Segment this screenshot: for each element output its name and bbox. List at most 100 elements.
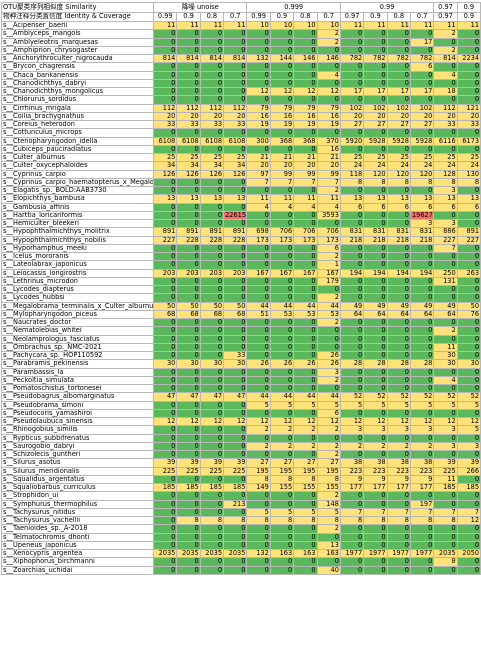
count-cell: 0 [409,326,435,336]
count-cell: 0 [199,210,225,221]
count-cell: 706 [269,227,295,237]
count-cell: 0 [433,293,458,303]
count-cell: 0 [246,29,271,39]
count-cell: 0 [199,317,225,328]
count-cell: 16 [316,144,341,155]
count-cell: 112 [433,103,458,113]
count-cell: 1977 [386,548,411,559]
count-cell: 173 [293,235,318,245]
count-cell: 0 [269,449,295,460]
count-cell: 0 [316,78,341,89]
species-name: s__Pseudobrama_simoni [1,400,154,410]
count-cell: 0 [223,565,248,575]
count-cell: 33 [199,119,225,130]
count-cell: 52 [363,392,388,402]
count-cell: 0 [386,524,411,534]
count-cell: 0 [409,284,435,295]
count-cell: 0 [152,367,178,377]
count-cell: 44 [316,301,341,311]
species-name: s__Amblyeleotris_marquesas [1,37,154,47]
count-cell: 8 [339,177,365,188]
count-cell: 0 [409,334,435,344]
count-cell: 34 [152,161,178,171]
count-cell: 0 [339,524,365,534]
count-cell: 0 [339,383,365,394]
count-cell: 0 [409,524,435,534]
count-cell: 3 [316,367,341,377]
count-cell: 44 [246,392,271,402]
data-row: s__Pachycara_sp._HOP110592 0 0 0 33 0 0 0 26 0 0 0 0… [1,350,481,361]
count-cell: 0 [409,350,435,361]
count-cell: 0 [293,499,318,509]
count-cell: 0 [409,251,435,262]
count-cell: 814 [152,53,178,64]
count-cell: 0 [456,317,481,328]
count-cell: 0 [176,202,201,212]
data-row: s__Cyprinus_carpio 126 126 126 126 97 99 99 99 11… [1,169,481,179]
count-cell: 177 [386,482,411,493]
count-cell: 22615 [223,210,248,221]
count-cell: 0 [152,515,178,526]
count-cell: 891 [223,227,248,237]
count-cell: 0 [433,433,458,443]
data-row: s__Cyprinus_carpio_haematopterus_x_Megal… [1,177,481,188]
count-cell: 47 [223,392,248,402]
data-row: s__Amphiprion_chrysogaster 0 0 0 0 0 0 0 0 0 0 0 0 2 0 [1,45,481,56]
count-cell: 33 [176,119,201,130]
count-cell: 197 [409,499,435,509]
count-cell: 831 [386,227,411,237]
count-cell: 0 [269,37,295,47]
count-cell: 13 [199,194,225,204]
count-cell: 13 [152,194,178,204]
count-cell: 8 [456,177,481,188]
count-cell: 0 [199,177,225,188]
count-cell: 0 [339,334,365,344]
count-cell: 0 [223,317,248,328]
data-row: s__Zoarchias_uchidai 0 0 0 0 0 0 0 40 0 0 0 0 0 0 [1,565,481,575]
species-name: s__Cyprinus_carpio_haematopterus_x_Megal… [1,177,154,188]
count-cell: 20 [293,161,318,171]
count-cell: 0 [199,144,225,155]
count-cell: 0 [269,276,295,287]
species-name: s__Harttia_loricariformis [1,210,154,221]
species-name: s__Tachysurus_vachellii [1,515,154,526]
species-name: s__Xiphophorus_birchmanni [1,557,154,567]
count-cell: 12 [363,416,388,427]
data-row: s__Megalobrama_terminalis_x_Culter_albur… [1,301,481,311]
data-row: s__Silurus_meridionalis 225 225 225 225 195 19… [1,466,481,476]
count-cell: 5 [409,400,435,410]
count-cell: 0 [223,449,248,460]
count-cell: 8 [246,474,271,485]
count-cell: 30 [199,359,225,369]
species-name: s__Gambusia_affinis [1,202,154,212]
count-cell: 0 [152,185,178,196]
count-cell: 0 [246,433,271,443]
count-cell: 0 [223,37,248,47]
count-cell: 0 [363,293,388,303]
count-cell: 47 [199,392,225,402]
count-cell: 24 [339,161,365,171]
count-cell: 0 [339,375,365,386]
count-cell: 0 [386,334,411,344]
count-cell: 68 [176,309,201,320]
count-cell: 112 [223,103,248,113]
count-cell: 0 [176,425,201,435]
count-cell: 17 [409,86,435,97]
count-cell: 0 [363,449,388,460]
count-cell: 8 [316,515,341,526]
count-cell: 0 [293,408,318,419]
count-cell: 102 [386,103,411,113]
count-cell: 0 [176,185,201,196]
count-cell: 831 [339,227,365,237]
count-cell: 0 [269,251,295,262]
count-cell: 163 [293,548,318,559]
count-cell: 218 [386,235,411,245]
count-cell: 0 [386,284,411,295]
count-cell: 0 [152,78,178,89]
count-cell: 0 [316,62,341,72]
count-cell: 9 [339,474,365,485]
count-cell: 49 [433,301,458,311]
count-cell: 17 [363,86,388,97]
count-cell: 19 [269,119,295,130]
count-cell: 0 [409,243,435,254]
